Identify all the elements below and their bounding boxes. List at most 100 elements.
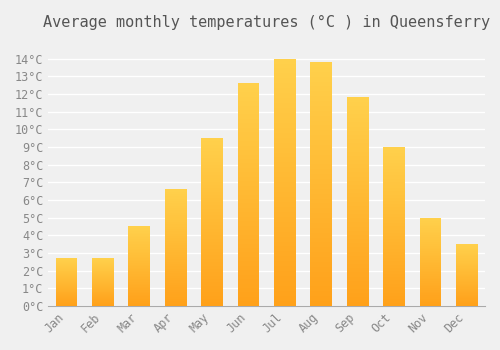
Bar (238, 248, 260, 252)
Bar (420, 279, 442, 281)
Bar (128, 279, 150, 280)
Bar (201, 279, 223, 282)
Bar (274, 227, 296, 232)
Bar (456, 302, 477, 303)
Bar (383, 284, 405, 287)
Bar (201, 185, 223, 188)
Bar (346, 268, 368, 273)
Bar (383, 233, 405, 236)
Bar (310, 164, 332, 169)
Bar (128, 301, 150, 303)
Bar (420, 304, 442, 306)
Bar (201, 141, 223, 145)
Bar (128, 285, 150, 287)
Bar (420, 230, 442, 232)
Bar (346, 227, 368, 231)
Bar (456, 258, 477, 259)
Bar (420, 290, 442, 292)
Bar (456, 287, 477, 288)
Bar (92, 278, 114, 279)
Bar (383, 163, 405, 166)
Bar (383, 245, 405, 248)
Bar (92, 276, 114, 277)
Bar (310, 150, 332, 155)
Bar (128, 257, 150, 258)
Bar (92, 258, 114, 259)
Bar (56, 277, 78, 278)
Bar (383, 303, 405, 306)
Bar (201, 242, 223, 245)
Bar (238, 288, 260, 293)
Bar (383, 178, 405, 182)
Bar (346, 173, 368, 177)
Bar (238, 275, 260, 279)
Bar (383, 153, 405, 156)
Bar (56, 287, 78, 288)
Bar (165, 191, 186, 194)
Bar (383, 147, 405, 150)
Bar (128, 258, 150, 260)
Bar (346, 143, 368, 147)
Bar (128, 228, 150, 230)
Bar (92, 288, 114, 289)
Bar (238, 119, 260, 123)
Bar (92, 275, 114, 276)
Bar (420, 262, 442, 264)
Bar (92, 283, 114, 284)
Bar (128, 236, 150, 238)
Bar (383, 201, 405, 204)
Bar (274, 257, 296, 261)
Bar (274, 88, 296, 93)
Bar (92, 272, 114, 273)
Bar (165, 273, 186, 275)
Bar (274, 232, 296, 237)
Bar (165, 261, 186, 264)
Bar (56, 286, 78, 287)
Bar (165, 201, 186, 203)
Bar (346, 193, 368, 197)
Bar (128, 269, 150, 271)
Bar (92, 303, 114, 304)
Bar (56, 278, 78, 279)
Bar (201, 152, 223, 155)
Bar (274, 217, 296, 222)
Bar (128, 280, 150, 282)
Bar (383, 226, 405, 230)
Bar (128, 282, 150, 284)
Bar (128, 296, 150, 298)
Bar (310, 96, 332, 101)
Bar (165, 257, 186, 259)
Bar (165, 210, 186, 212)
Bar (346, 147, 368, 152)
Bar (383, 242, 405, 245)
Bar (165, 212, 186, 215)
Bar (165, 264, 186, 266)
Bar (456, 290, 477, 291)
Bar (456, 261, 477, 262)
Bar (456, 275, 477, 276)
Bar (92, 279, 114, 280)
Bar (128, 265, 150, 266)
Bar (238, 123, 260, 128)
Bar (128, 300, 150, 301)
Bar (310, 169, 332, 174)
Bar (346, 260, 368, 264)
Bar (346, 223, 368, 227)
Bar (274, 276, 296, 281)
Bar (92, 268, 114, 269)
Bar (201, 225, 223, 229)
Bar (310, 101, 332, 106)
Bar (456, 270, 477, 271)
Bar (274, 58, 296, 63)
Bar (383, 277, 405, 280)
Bar (274, 128, 296, 133)
Bar (238, 181, 260, 186)
Bar (456, 278, 477, 279)
Bar (165, 217, 186, 219)
Bar (420, 223, 442, 225)
Bar (56, 267, 78, 268)
Bar (201, 272, 223, 276)
Bar (274, 83, 296, 88)
Bar (128, 238, 150, 239)
Bar (346, 210, 368, 214)
